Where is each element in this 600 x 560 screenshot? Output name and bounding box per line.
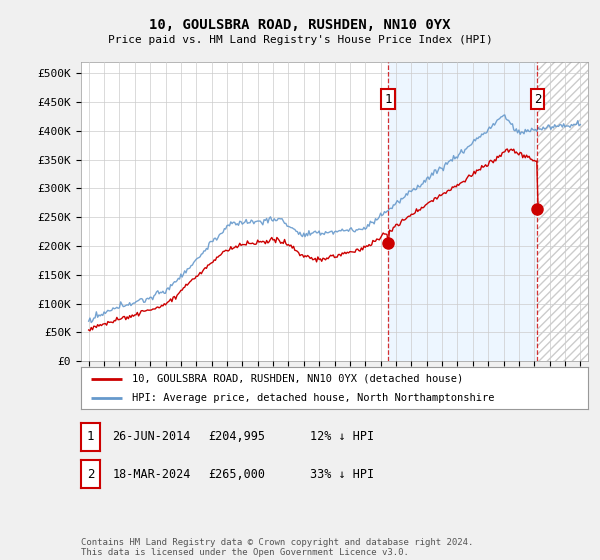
Text: 33% ↓ HPI: 33% ↓ HPI: [310, 468, 374, 481]
Text: 1: 1: [87, 430, 94, 444]
Text: Contains HM Land Registry data © Crown copyright and database right 2024.
This d: Contains HM Land Registry data © Crown c…: [81, 538, 473, 557]
Text: Price paid vs. HM Land Registry's House Price Index (HPI): Price paid vs. HM Land Registry's House …: [107, 35, 493, 45]
Text: 18-MAR-2024: 18-MAR-2024: [112, 468, 191, 481]
Bar: [388, 62, 538, 361]
Text: £265,000: £265,000: [208, 468, 265, 481]
Bar: [538, 62, 588, 361]
Text: 2: 2: [534, 92, 541, 105]
Text: 10, GOULSBRA ROAD, RUSHDEN, NN10 0YX (detached house): 10, GOULSBRA ROAD, RUSHDEN, NN10 0YX (de…: [132, 374, 463, 384]
Text: 1: 1: [385, 92, 392, 105]
Text: £204,995: £204,995: [208, 430, 265, 444]
Text: 12% ↓ HPI: 12% ↓ HPI: [310, 430, 374, 444]
Text: 26-JUN-2014: 26-JUN-2014: [112, 430, 191, 444]
Text: 2: 2: [87, 468, 94, 481]
Bar: [538, 62, 588, 361]
Text: HPI: Average price, detached house, North Northamptonshire: HPI: Average price, detached house, Nort…: [132, 393, 494, 403]
Text: 10, GOULSBRA ROAD, RUSHDEN, NN10 0YX: 10, GOULSBRA ROAD, RUSHDEN, NN10 0YX: [149, 18, 451, 32]
